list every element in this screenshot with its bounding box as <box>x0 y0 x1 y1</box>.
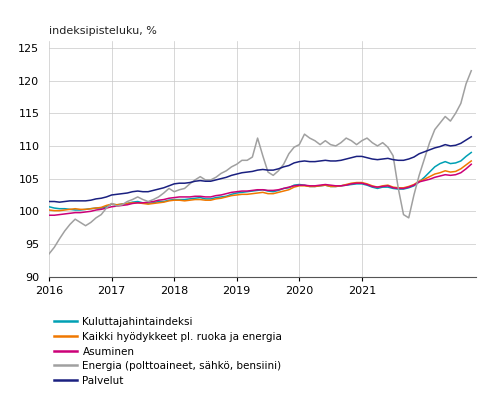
Kuluttajahintaindeksi <box>46 204 52 209</box>
Energia (polttoaineet, sähkö, bensiini) <box>145 199 151 204</box>
Kuluttajahintaindeksi <box>166 198 172 203</box>
Line: Kuluttajahintaindeksi: Kuluttajahintaindeksi <box>49 152 471 210</box>
Energia (polttoaineet, sähkö, bensiini) <box>244 158 250 163</box>
Asuminen <box>375 185 381 190</box>
Asuminen <box>145 199 151 204</box>
Palvelut <box>249 169 255 174</box>
Energia (polttoaineet, sähkö, bensiini) <box>46 252 52 256</box>
Asuminen <box>161 197 167 202</box>
Energia (polttoaineet, sähkö, bensiini) <box>166 186 172 191</box>
Line: Palvelut: Palvelut <box>49 137 471 202</box>
Asuminen <box>385 183 391 188</box>
Palvelut <box>56 199 62 204</box>
Legend: Kuluttajahintaindeksi, Kaikki hyödykkeet pl. ruoka ja energia, Asuminen, Energia: Kuluttajahintaindeksi, Kaikki hyödykkeet… <box>55 317 282 386</box>
Energia (polttoaineet, sähkö, bensiini) <box>375 143 381 148</box>
Palvelut <box>46 199 52 204</box>
Kuluttajahintaindeksi <box>249 189 255 194</box>
Kuluttajahintaindeksi <box>468 150 474 155</box>
Asuminen <box>244 189 250 194</box>
Kaikki hyödykkeet pl. ruoka ja energia <box>390 185 396 190</box>
Palvelut <box>468 134 474 139</box>
Energia (polttoaineet, sähkö, bensiini) <box>385 145 391 150</box>
Kaikki hyödykkeet pl. ruoka ja energia <box>171 198 177 203</box>
Kaikki hyödykkeet pl. ruoka ja energia <box>46 207 52 212</box>
Kaikki hyödykkeet pl. ruoka ja energia <box>249 191 255 196</box>
Line: Kaikki hyödykkeet pl. ruoka ja energia: Kaikki hyödykkeet pl. ruoka ja energia <box>49 161 471 211</box>
Kaikki hyödykkeet pl. ruoka ja energia <box>150 201 156 206</box>
Palvelut <box>380 157 385 161</box>
Kaikki hyödykkeet pl. ruoka ja energia <box>52 208 57 213</box>
Palvelut <box>171 181 177 186</box>
Kaikki hyödykkeet pl. ruoka ja energia <box>166 198 172 203</box>
Text: indeksipisteluku, %: indeksipisteluku, % <box>49 26 157 36</box>
Palvelut <box>150 188 156 193</box>
Palvelut <box>390 157 396 162</box>
Kuluttajahintaindeksi <box>171 197 177 202</box>
Kaikki hyödykkeet pl. ruoka ja energia <box>468 159 474 164</box>
Asuminen <box>166 196 172 201</box>
Asuminen <box>46 213 52 218</box>
Kuluttajahintaindeksi <box>150 200 156 205</box>
Line: Asuminen: Asuminen <box>49 164 471 215</box>
Energia (polttoaineet, sähkö, bensiini) <box>161 190 167 195</box>
Kuluttajahintaindeksi <box>380 185 385 190</box>
Kuluttajahintaindeksi <box>72 207 78 212</box>
Palvelut <box>166 183 172 188</box>
Kaikki hyödykkeet pl. ruoka ja energia <box>380 183 385 188</box>
Kuluttajahintaindeksi <box>390 186 396 191</box>
Energia (polttoaineet, sähkö, bensiini) <box>468 68 474 73</box>
Line: Energia (polttoaineet, sähkö, bensiini): Energia (polttoaineet, sähkö, bensiini) <box>49 71 471 254</box>
Asuminen <box>468 162 474 167</box>
